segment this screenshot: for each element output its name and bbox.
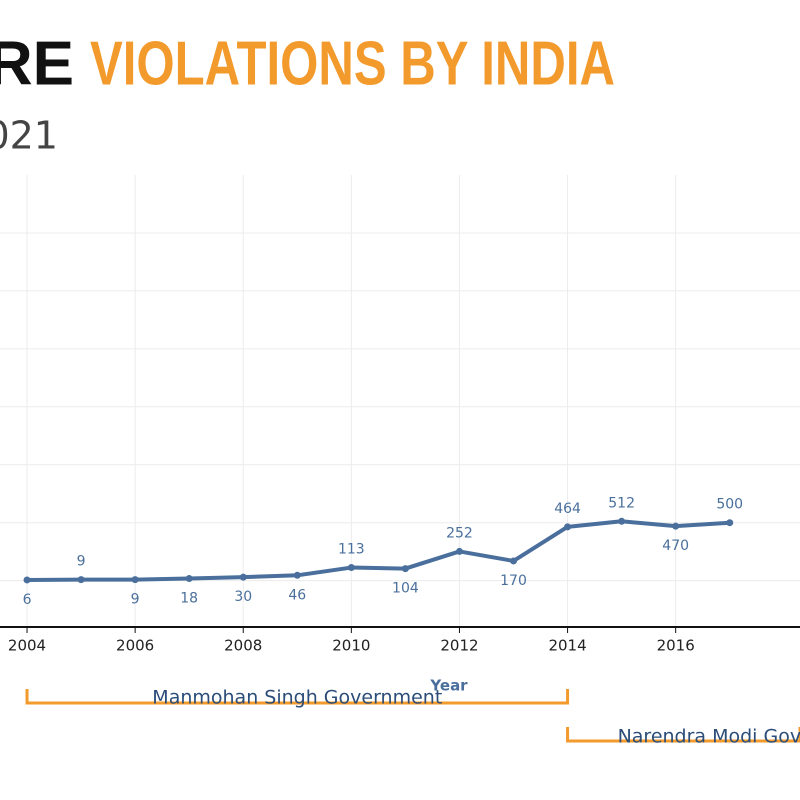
x-tick-label: 2008	[224, 637, 262, 655]
x-tick-label: 2012	[440, 637, 478, 655]
data-point	[239, 573, 247, 581]
title-accent: VIOLATIONS BY INDIA	[90, 29, 615, 98]
data-point	[131, 576, 139, 584]
data-label: 46	[288, 587, 306, 603]
x-tick-label: 2006	[116, 637, 154, 655]
x-tick-label: 2010	[332, 637, 370, 655]
data-label: 9	[131, 592, 140, 608]
data-label: 18	[180, 591, 198, 607]
bracket-label: Manmohan Singh Government	[152, 687, 442, 709]
data-point	[293, 571, 301, 579]
data-line	[27, 519, 730, 582]
data-label: 113	[338, 542, 365, 558]
data-point	[564, 523, 572, 531]
data-label: 6	[23, 592, 32, 608]
data-point	[347, 564, 355, 572]
data-label: 512	[608, 495, 635, 511]
data-point	[672, 522, 680, 530]
data-point	[455, 547, 463, 555]
bracket	[25, 689, 570, 705]
data-point	[726, 519, 734, 527]
data-label: 9	[77, 554, 86, 570]
x-tick-label: 2004	[8, 637, 46, 655]
data-point	[185, 575, 193, 583]
x-tick-label: 2014	[548, 637, 586, 655]
subtitle: 2021	[0, 114, 58, 158]
data-point	[77, 576, 85, 584]
data-label: 170	[500, 573, 527, 589]
data-label: 104	[392, 581, 419, 597]
data-point	[401, 565, 409, 573]
title-dark: FIRE	[0, 29, 74, 98]
x-tick-label: 2016	[657, 637, 695, 655]
data-point	[23, 576, 31, 584]
data-point	[618, 517, 626, 525]
data-point	[510, 557, 518, 565]
x-axis-label: Year	[429, 677, 468, 695]
data-label: 500	[716, 497, 743, 513]
data-label: 464	[554, 501, 581, 517]
data-label: 470	[662, 538, 689, 554]
bracket-label: Narendra Modi Government	[618, 726, 800, 748]
data-label: 30	[234, 589, 252, 605]
data-label: 252	[446, 525, 473, 541]
bracket	[566, 727, 800, 743]
